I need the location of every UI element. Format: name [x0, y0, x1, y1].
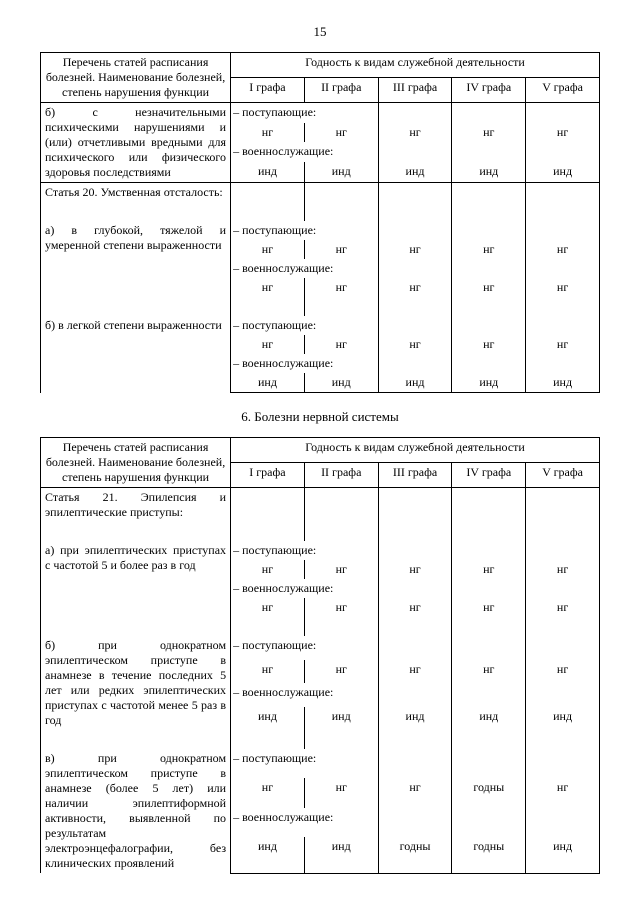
- table-1: Перечень статей расписания болезней. Наи…: [40, 52, 600, 393]
- t2v-desc: в) при однократном эпилептическом присту…: [41, 749, 231, 873]
- t1a20b-srv-1: инд: [304, 373, 378, 393]
- t1a20b-app-4: нг: [526, 335, 600, 354]
- label-service: – военнослужащие:: [231, 808, 379, 837]
- t1a20a-app-0: нг: [231, 240, 305, 259]
- t1a20a-srv-0: нг: [231, 278, 305, 297]
- col-3: III графа: [378, 463, 452, 488]
- t2v-app-1: нг: [304, 778, 378, 807]
- t1a20a-app-4: нг: [526, 240, 600, 259]
- page-number: 15: [40, 24, 600, 40]
- header-right: Годность к видам служебной деятельности: [231, 53, 600, 78]
- t1r0-app-4: нг: [526, 123, 600, 143]
- t2v-app-3: годны: [452, 778, 526, 807]
- t1a20b-desc: б) в легкой степени выраженности: [41, 316, 231, 393]
- t1r0-srv-4: инд: [526, 162, 600, 182]
- t1a20b-app-0: нг: [231, 335, 305, 354]
- label-service: – военнослужащие:: [231, 579, 379, 598]
- t1a20a-srv-2: нг: [378, 278, 452, 297]
- t1r0-srv-2: инд: [378, 162, 452, 182]
- label-applicants: – поступающие:: [231, 541, 379, 560]
- col-4: IV графа: [452, 78, 526, 103]
- t1r0-srv-0: инд: [231, 162, 305, 182]
- t2a-app-3: нг: [452, 560, 526, 579]
- col-2: II графа: [304, 463, 378, 488]
- label-applicants: – поступающие:: [231, 316, 379, 335]
- label-service: – военнослужащие:: [231, 142, 379, 162]
- t1a20b-srv-2: инд: [378, 373, 452, 393]
- t2b-app-1: нг: [304, 660, 378, 684]
- t1a20a-desc: а) в глубокой, тяжелой и умеренной степе…: [41, 221, 231, 297]
- t2v-app-0: нг: [231, 778, 305, 807]
- t1r0-app-2: нг: [378, 123, 452, 143]
- label-service: – военнослужащие:: [231, 354, 379, 373]
- t2a-srv-3: нг: [452, 598, 526, 617]
- t2v-srv-3: годны: [452, 837, 526, 866]
- label-service: – военнослужащие:: [231, 683, 379, 707]
- header-left: Перечень статей расписания болезней. Наи…: [41, 53, 231, 103]
- t2v-srv-4: инд: [526, 837, 600, 866]
- t2b-app-4: нг: [526, 660, 600, 684]
- t2b-app-0: нг: [231, 660, 305, 684]
- t1a20a-srv-4: нг: [526, 278, 600, 297]
- t2-art21-title: Статья 21. Эпилепсия и эпилептические пр…: [41, 488, 231, 523]
- t2b-srv-2: инд: [378, 707, 452, 731]
- t1a20b-app-1: нг: [304, 335, 378, 354]
- t1r0-app-0: нг: [231, 123, 305, 143]
- t2a-app-0: нг: [231, 560, 305, 579]
- t2a-app-4: нг: [526, 560, 600, 579]
- t1a20b-app-2: нг: [378, 335, 452, 354]
- t1-art20-title: Статья 20. Умственная отсталость:: [41, 183, 231, 203]
- t2v-app-4: нг: [526, 778, 600, 807]
- t2a-desc: а) при эпилептических приступах с частот…: [41, 541, 231, 617]
- t2b-srv-4: инд: [526, 707, 600, 731]
- t2a-srv-1: нг: [304, 598, 378, 617]
- t1a20b-srv-0: инд: [231, 373, 305, 393]
- t1a20a-srv-3: нг: [452, 278, 526, 297]
- label-applicants: – поступающие:: [231, 221, 379, 240]
- t1r0-srv-1: инд: [304, 162, 378, 182]
- col-3: III графа: [378, 78, 452, 103]
- col-1: I графа: [231, 78, 305, 103]
- t1a20a-app-3: нг: [452, 240, 526, 259]
- t1a20b-srv-3: инд: [452, 373, 526, 393]
- col-5: V графа: [526, 78, 600, 103]
- table-2: Перечень статей расписания болезней. Наи…: [40, 437, 600, 874]
- t1r0-desc: б) с незначительными психическими наруше…: [41, 103, 231, 183]
- col-1: I графа: [231, 463, 305, 488]
- t2b-srv-1: инд: [304, 707, 378, 731]
- t1a20a-app-1: нг: [304, 240, 378, 259]
- t1a20a-app-2: нг: [378, 240, 452, 259]
- t1a20b-srv-4: инд: [526, 373, 600, 393]
- t2b-desc: б) при однократном эпилептическом присту…: [41, 636, 231, 730]
- t2b-srv-3: инд: [452, 707, 526, 731]
- t2v-app-2: нг: [378, 778, 452, 807]
- label-applicants: – поступающие:: [231, 636, 379, 660]
- t2a-app-1: нг: [304, 560, 378, 579]
- t2b-app-3: нг: [452, 660, 526, 684]
- t2v-srv-1: инд: [304, 837, 378, 866]
- col-4: IV графа: [452, 463, 526, 488]
- t1a20b-app-3: нг: [452, 335, 526, 354]
- t2a-srv-2: нг: [378, 598, 452, 617]
- t1a20a-srv-1: нг: [304, 278, 378, 297]
- label-service: – военнослужащие:: [231, 259, 379, 278]
- col-2: II графа: [304, 78, 378, 103]
- header-right: Годность к видам служебной деятельности: [231, 438, 600, 463]
- t2b-app-2: нг: [378, 660, 452, 684]
- header-left: Перечень статей расписания болезней. Наи…: [41, 438, 231, 488]
- t1r0-app-1: нг: [304, 123, 378, 143]
- t2b-srv-0: инд: [231, 707, 305, 731]
- col-5: V графа: [526, 463, 600, 488]
- t1r0-srv-3: инд: [452, 162, 526, 182]
- t2a-app-2: нг: [378, 560, 452, 579]
- label-applicants: – поступающие:: [231, 749, 379, 778]
- t1r0-app-3: нг: [452, 123, 526, 143]
- t2v-srv-0: инд: [231, 837, 305, 866]
- t2v-srv-2: годны: [378, 837, 452, 866]
- label-applicants: – поступающие:: [231, 103, 379, 123]
- section-title: 6. Болезни нервной системы: [40, 409, 600, 425]
- t2a-srv-4: нг: [526, 598, 600, 617]
- t2a-srv-0: нг: [231, 598, 305, 617]
